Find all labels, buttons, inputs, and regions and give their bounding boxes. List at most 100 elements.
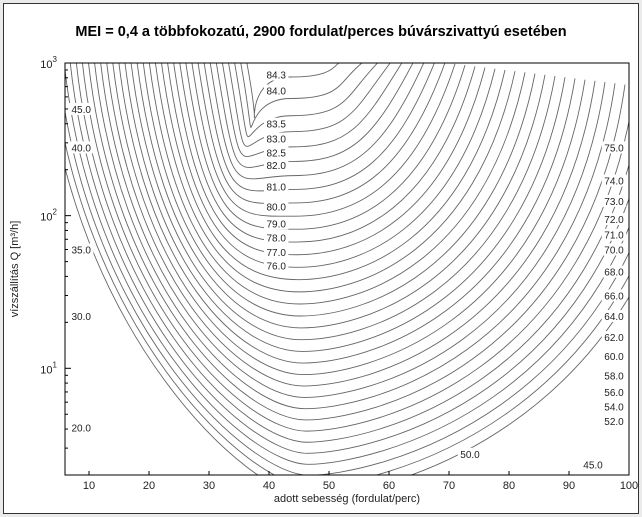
x-tick-label: 30 bbox=[203, 480, 215, 492]
contour-label-bg bbox=[601, 289, 627, 302]
contour-label-bg bbox=[264, 217, 289, 230]
contour-label: 62.0 bbox=[604, 333, 624, 344]
contour-label: 52.0 bbox=[604, 417, 624, 428]
x-axis-ticks: 10 20 30 40 50 60 70 80 90 100 bbox=[83, 471, 638, 492]
contour-line-17 bbox=[142, 63, 536, 317]
contour-line-29 bbox=[69, 63, 629, 454]
contour-label-bg bbox=[580, 458, 606, 471]
contour-label: 68.0 bbox=[604, 268, 624, 279]
contour-label-bg bbox=[601, 243, 627, 256]
contour-label: 83.0 bbox=[266, 135, 286, 146]
contour-label: 77.0 bbox=[266, 248, 286, 259]
contour-label-bg bbox=[69, 310, 94, 323]
x-tick-label: 70 bbox=[443, 480, 455, 492]
contour-line-27 bbox=[82, 63, 629, 432]
contour-line-14 bbox=[161, 63, 506, 281]
contour-label-bg bbox=[601, 228, 627, 241]
contour-label-bg bbox=[264, 180, 289, 193]
contour-line-11 bbox=[179, 63, 476, 243]
contour-line-8 bbox=[197, 63, 446, 204]
contour-label-bg bbox=[69, 421, 94, 434]
contour-line-24 bbox=[100, 63, 606, 398]
contour-line-13 bbox=[167, 63, 496, 268]
contour-label-bg bbox=[601, 141, 627, 154]
contour-line-21 bbox=[118, 63, 576, 364]
contour-line-2 bbox=[234, 63, 379, 138]
contour-line-28 bbox=[76, 63, 629, 443]
contour-label-bg bbox=[264, 200, 289, 213]
contour-label: 20.0 bbox=[71, 423, 91, 434]
contour-label: 75.0 bbox=[604, 143, 624, 154]
contour-label-bg bbox=[601, 415, 627, 428]
contour-line-32 bbox=[65, 139, 629, 475]
contour-line-3 bbox=[228, 63, 391, 147]
contour-label: 72.0 bbox=[604, 215, 624, 226]
contour-label: 66.0 bbox=[604, 291, 624, 302]
contour-label-bg bbox=[264, 68, 289, 81]
contour-label-bg bbox=[264, 84, 289, 97]
contour-line-25 bbox=[94, 63, 616, 410]
y-tick-label: 103 bbox=[40, 55, 57, 71]
contour-label-bg bbox=[69, 141, 94, 154]
contour-label-bg bbox=[601, 265, 627, 278]
contour-label: 74.0 bbox=[604, 176, 624, 187]
y-axis-ticks: 101 102 103 bbox=[40, 55, 71, 476]
contour-label: 81.0 bbox=[266, 183, 286, 194]
y-axis-label: vízszállítás Q [m³/h] bbox=[9, 221, 21, 318]
x-tick-label: 20 bbox=[143, 480, 155, 492]
contour-label: 78.0 bbox=[266, 233, 286, 244]
x-tick-label: 40 bbox=[263, 480, 275, 492]
contour-label-bg bbox=[601, 385, 627, 398]
x-tick-label: 60 bbox=[383, 480, 395, 492]
contour-line-19 bbox=[130, 63, 556, 341]
contour-lines bbox=[65, 63, 629, 475]
contour-line-31 bbox=[65, 108, 629, 475]
contour-line-12 bbox=[173, 63, 486, 256]
contour-line-26 bbox=[88, 63, 626, 421]
contour-line-23 bbox=[106, 63, 596, 387]
x-tick-label: 10 bbox=[83, 480, 95, 492]
contour-label-bg bbox=[69, 243, 94, 256]
contour-label-bg bbox=[601, 400, 627, 413]
contour-label: 60.0 bbox=[604, 352, 624, 363]
contour-labels: 84.3 84.0 83.5 83.0 82.5 82.0 81.0 80.0 79.0 78.0… bbox=[69, 68, 627, 471]
contour-label-bg bbox=[601, 331, 627, 344]
contour-line-30 bbox=[65, 64, 629, 465]
contour-line-4 bbox=[221, 63, 403, 158]
contour-line-7 bbox=[203, 63, 435, 192]
contour-label: 80.0 bbox=[266, 202, 286, 213]
contour-label-bg bbox=[601, 310, 627, 323]
contour-label: 82.5 bbox=[266, 148, 286, 159]
x-axis-label: adott sebesség (fordulat/perc) bbox=[274, 493, 420, 505]
contour-label: 73.0 bbox=[604, 197, 624, 208]
contour-label-bg bbox=[457, 447, 483, 460]
contour-line-15 bbox=[155, 63, 516, 293]
contour-label: 79.0 bbox=[266, 219, 286, 230]
contour-label: 30.0 bbox=[71, 312, 91, 323]
contour-label: 70.0 bbox=[604, 246, 624, 257]
contour-label-bg bbox=[601, 213, 627, 226]
contour-label: 58.0 bbox=[604, 371, 624, 382]
chart-title: MEI = 0,4 a többfokozatú, 2900 fordulat/… bbox=[75, 24, 567, 40]
contour-line-9 bbox=[191, 63, 456, 217]
contour-line-10 bbox=[185, 63, 466, 230]
contour-label: 56.0 bbox=[604, 388, 624, 399]
contour-label-bg bbox=[69, 102, 94, 115]
y-tick-label: 101 bbox=[40, 360, 57, 376]
contour-line-18 bbox=[136, 63, 546, 329]
contour-line-20 bbox=[124, 63, 566, 352]
contour-label: 50.0 bbox=[460, 450, 480, 461]
contour-label-bg bbox=[264, 259, 289, 272]
plot-border bbox=[64, 62, 630, 476]
contour-label-bg bbox=[264, 132, 289, 145]
contour-label: 83.5 bbox=[266, 120, 286, 131]
x-tick-label: 100 bbox=[620, 480, 638, 492]
contour-label: 64.0 bbox=[604, 312, 624, 323]
contour-line-22 bbox=[112, 63, 586, 376]
contour-label: 54.0 bbox=[604, 403, 624, 414]
contour-label: 35.0 bbox=[71, 246, 91, 257]
contour-line-16 bbox=[148, 63, 526, 305]
contour-line-33 bbox=[65, 165, 629, 475]
contour-label: 40.0 bbox=[71, 143, 91, 154]
